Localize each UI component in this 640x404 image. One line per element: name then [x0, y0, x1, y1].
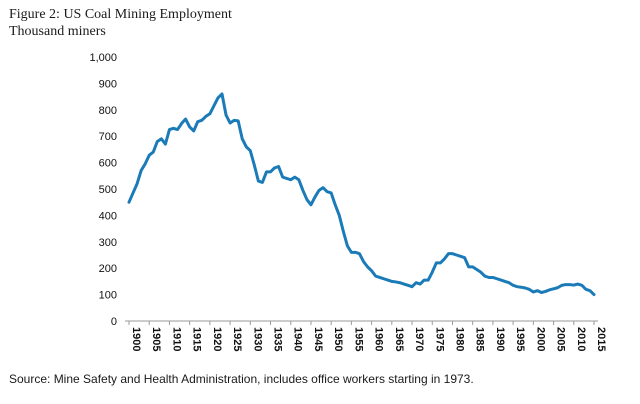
- x-tick-label: 1995: [514, 327, 526, 351]
- y-tick-label: 300: [99, 237, 117, 249]
- y-tick-label: 1,000: [89, 52, 117, 64]
- x-tick-label: 1915: [191, 327, 203, 351]
- x-tick-label: 1975: [433, 327, 445, 351]
- y-tick-label: 700: [99, 131, 117, 143]
- x-tick-label: 1985: [474, 327, 486, 351]
- x-tick-label: 1910: [170, 327, 182, 351]
- x-tick-label: 2005: [555, 327, 567, 351]
- x-axis: 1900 1905 1910 1915 1920 1925 1930 1935 1940 1945…: [128, 321, 607, 351]
- y-tick-label: 200: [99, 263, 117, 275]
- chart-subtitle: Thousand miners: [9, 24, 106, 39]
- y-tick-label: 600: [99, 158, 117, 170]
- y-axis: 0 100 200 300 400 500 600 700 800 900 1,000: [89, 52, 117, 328]
- x-tick-label: 1955: [352, 327, 364, 351]
- x-tick-label: 1905: [150, 327, 162, 351]
- y-tick-label: 800: [99, 105, 117, 117]
- x-tick-label: 2000: [534, 327, 546, 351]
- x-tick-label: 2015: [595, 327, 607, 351]
- x-tick-label: 2010: [575, 327, 587, 351]
- y-tick-label: 900: [99, 78, 117, 90]
- x-tick-label: 1925: [231, 327, 243, 351]
- x-tick-label: 1930: [251, 327, 263, 351]
- chart-title-block: Figure 2: US Coal Mining Employment Thou…: [9, 6, 232, 40]
- y-tick-label: 100: [99, 290, 117, 302]
- x-tick-label: 1960: [373, 327, 385, 351]
- y-tick-label: 0: [111, 316, 117, 328]
- x-tick-label: 1970: [413, 327, 425, 351]
- x-tick-label: 1950: [332, 327, 344, 351]
- x-tick-label: 1900: [130, 327, 142, 351]
- x-tick-label: 1940: [292, 327, 304, 351]
- x-tick-label: 1920: [211, 327, 223, 351]
- source-note: Source: Mine Safety and Health Administr…: [9, 372, 474, 386]
- x-tick-label: 1935: [272, 327, 284, 351]
- x-tick-label: 1980: [453, 327, 465, 351]
- x-tick-label: 1990: [494, 327, 506, 351]
- y-tick-label: 400: [99, 210, 117, 222]
- chart-title: Figure 2: US Coal Mining Employment: [9, 7, 232, 22]
- x-tick-label: 1965: [393, 327, 405, 351]
- series-line-coal-miners: [127, 92, 596, 297]
- x-tick-label: 1945: [312, 327, 324, 351]
- y-tick-label: 500: [99, 184, 117, 196]
